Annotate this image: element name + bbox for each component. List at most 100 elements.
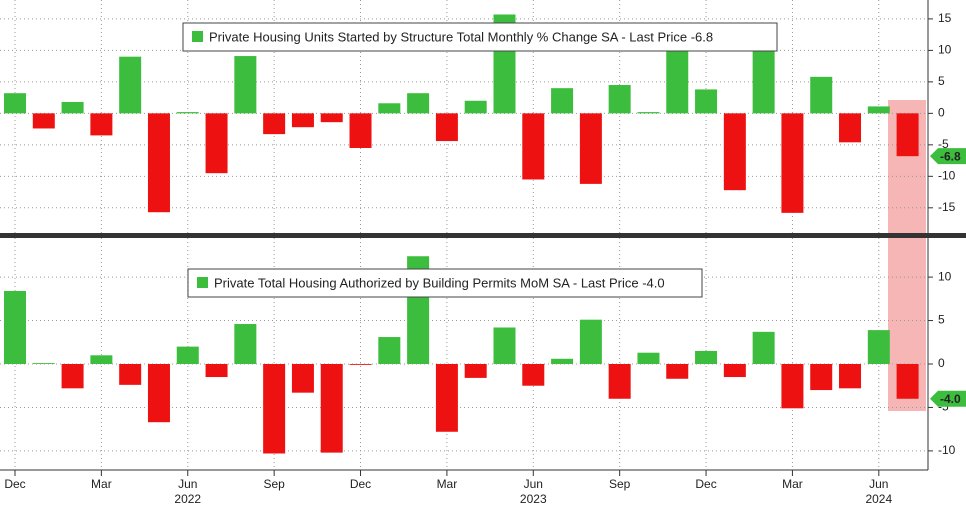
last-price-label: -4.0 (940, 392, 961, 406)
bar (349, 113, 372, 148)
year-label: 2024 (865, 492, 892, 506)
bar (896, 113, 919, 157)
bar (349, 363, 372, 365)
x-tick-label: Mar (91, 477, 112, 491)
legend-box (182, 22, 778, 52)
bar (464, 363, 487, 378)
bar (119, 363, 142, 385)
bar (32, 363, 55, 364)
bar (608, 363, 631, 399)
bar (579, 113, 602, 184)
bar (723, 363, 746, 378)
bar (61, 102, 84, 114)
bar (551, 358, 574, 364)
bar (3, 93, 26, 114)
bar (320, 113, 343, 123)
bar (752, 331, 775, 364)
bar (3, 291, 26, 364)
bar (637, 352, 660, 364)
bar (781, 113, 804, 213)
x-tick-label: Jun (178, 477, 197, 491)
bar (234, 324, 257, 364)
legend-swatch (197, 277, 208, 288)
bar (695, 89, 718, 114)
last-price-tag (930, 148, 966, 165)
bar (637, 112, 660, 114)
y-tick-label: 15 (938, 11, 952, 25)
x-tick-label: Mar (437, 477, 458, 491)
y-tick-label: 0 (938, 356, 945, 370)
y-tick-label: -5 (938, 137, 949, 151)
bar (752, 35, 775, 114)
y-tick-label: 10 (938, 43, 952, 57)
y-tick-label: -15 (938, 200, 956, 214)
bar (205, 113, 228, 174)
bar (493, 327, 516, 364)
bar (464, 100, 487, 114)
legend-swatch (192, 31, 203, 42)
bar (435, 363, 458, 432)
bar (320, 363, 343, 453)
bar (263, 363, 286, 454)
bar (205, 363, 228, 378)
bar (263, 113, 286, 135)
bar (407, 93, 430, 114)
bar (781, 363, 804, 409)
bar (810, 76, 833, 114)
panel-separator (0, 233, 966, 238)
legend-box (187, 268, 703, 298)
bar (291, 113, 314, 128)
bar (896, 363, 919, 399)
x-tick-label: Jun (524, 477, 543, 491)
bar (90, 355, 113, 364)
bar (867, 106, 890, 114)
bar (810, 363, 833, 391)
x-tick-label: Mar (782, 477, 803, 491)
bar (608, 85, 631, 114)
bar (839, 113, 862, 143)
bar (522, 113, 545, 180)
bar (90, 113, 113, 136)
x-tick-label: Dec (4, 477, 25, 491)
x-tick-label: Sep (609, 477, 631, 491)
bar (291, 363, 314, 393)
bar (119, 56, 142, 114)
bar (378, 103, 401, 114)
bar (551, 88, 574, 114)
bar (234, 56, 257, 114)
x-tick-label: Dec (695, 477, 716, 491)
bar (695, 350, 718, 364)
bar (666, 50, 689, 114)
legend-label: Private Total Housing Authorized by Buil… (214, 275, 665, 290)
year-label: 2023 (520, 492, 547, 506)
bar (723, 113, 746, 191)
legend-label: Private Housing Units Started by Structu… (209, 29, 713, 44)
y-tick-label: 5 (938, 313, 945, 327)
bar (32, 113, 55, 129)
y-tick-label: -10 (938, 443, 956, 457)
x-tick-label: Jun (869, 477, 888, 491)
bar (579, 319, 602, 364)
bar (147, 113, 170, 213)
year-label: 2022 (174, 492, 201, 506)
bar (666, 363, 689, 379)
x-tick-label: Sep (263, 477, 285, 491)
y-tick-label: -10 (938, 168, 956, 182)
bar (176, 346, 199, 364)
y-tick-label: 10 (938, 269, 952, 283)
legend: Private Housing Units Started by Structu… (182, 22, 778, 298)
bar (522, 363, 545, 386)
bar (839, 363, 862, 389)
bar (176, 112, 199, 114)
y-tick-label: 5 (938, 74, 945, 88)
last-price-tag (930, 390, 966, 407)
bar (435, 113, 458, 142)
bar (147, 363, 170, 423)
bar (867, 330, 890, 364)
x-tick-label: Dec (350, 477, 371, 491)
last-price-label: -6.8 (940, 149, 961, 163)
bar (378, 337, 401, 364)
y-tick-label: 0 (938, 106, 945, 120)
